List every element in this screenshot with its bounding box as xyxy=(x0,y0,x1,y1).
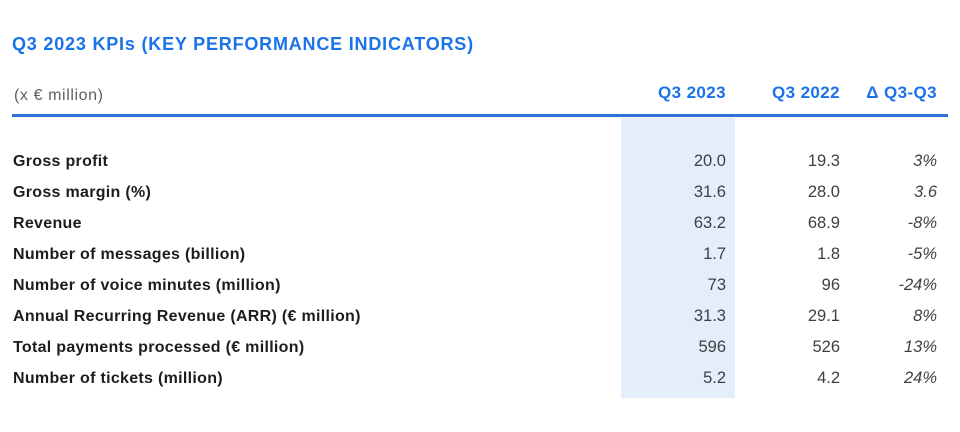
row-label: Number of tickets (million) xyxy=(13,369,223,387)
value-delta: 3.6 xyxy=(914,183,937,201)
value-delta: -5% xyxy=(907,245,937,263)
value-q3-2022: 19.3 xyxy=(807,152,840,170)
column-header-q3-2023: Q3 2023 xyxy=(621,60,735,117)
value-q3-2022: 68.9 xyxy=(807,214,840,232)
value-q3-2023: 31.3 xyxy=(693,307,726,325)
table-row: Annual Recurring Revenue (ARR) (€ millio… xyxy=(12,301,948,332)
row-label: Revenue xyxy=(13,214,82,232)
value-delta: 24% xyxy=(903,369,937,387)
kpi-table: (x € million) Q3 2023 Q3 2022 Δ Q3-Q3 Gr… xyxy=(12,60,948,394)
unit-label: (x € million) xyxy=(12,60,621,117)
table-row: Number of messages (billion) 1.7 1.8 -5% xyxy=(12,239,948,270)
table-row: Revenue 63.2 68.9 -8% xyxy=(12,208,948,239)
value-q3-2023: 5.2 xyxy=(703,369,726,387)
row-label: Number of voice minutes (million) xyxy=(13,276,281,294)
value-q3-2022: 28.0 xyxy=(807,183,840,201)
table-row: Gross margin (%) 31.6 28.0 3.6 xyxy=(12,177,948,208)
column-header-q3-2022: Q3 2022 xyxy=(735,60,848,117)
value-q3-2022: 4.2 xyxy=(817,369,840,387)
value-delta: 3% xyxy=(913,152,937,170)
value-q3-2023: 20.0 xyxy=(693,152,726,170)
value-q3-2023: 63.2 xyxy=(693,214,726,232)
value-q3-2023: 73 xyxy=(707,276,726,294)
value-delta: 13% xyxy=(903,338,937,356)
table-row: Number of tickets (million) 5.2 4.2 24% xyxy=(12,363,948,394)
column-header-delta: Δ Q3-Q3 xyxy=(848,60,948,117)
value-delta: 8% xyxy=(913,307,937,325)
value-q3-2022: 96 xyxy=(821,276,840,294)
row-label: Total payments processed (€ million) xyxy=(13,338,305,356)
value-delta: -8% xyxy=(907,214,937,232)
row-label: Number of messages (billion) xyxy=(13,245,246,263)
q3-2023-column-highlight xyxy=(621,118,735,398)
row-label: Annual Recurring Revenue (ARR) (€ millio… xyxy=(13,307,361,325)
table-row: Gross profit 20.0 19.3 3% xyxy=(12,146,948,177)
value-q3-2023: 1.7 xyxy=(703,245,726,263)
page-title: Q3 2023 KPIs (KEY PERFORMANCE INDICATORS… xyxy=(12,34,474,54)
table-row: Number of voice minutes (million) 73 96 … xyxy=(12,270,948,301)
value-q3-2022: 29.1 xyxy=(807,307,840,325)
row-label: Gross profit xyxy=(13,152,109,170)
header-gap-row xyxy=(12,115,948,146)
kpi-table-header: (x € million) Q3 2023 Q3 2022 Δ Q3-Q3 xyxy=(12,60,948,117)
table-row: Total payments processed (€ million) 596… xyxy=(12,332,948,363)
value-delta: -24% xyxy=(898,276,937,294)
value-q3-2022: 526 xyxy=(812,338,840,356)
value-q3-2023: 596 xyxy=(698,338,726,356)
value-q3-2022: 1.8 xyxy=(817,245,840,263)
value-q3-2023: 31.6 xyxy=(693,183,726,201)
row-label: Gross margin (%) xyxy=(13,183,152,201)
